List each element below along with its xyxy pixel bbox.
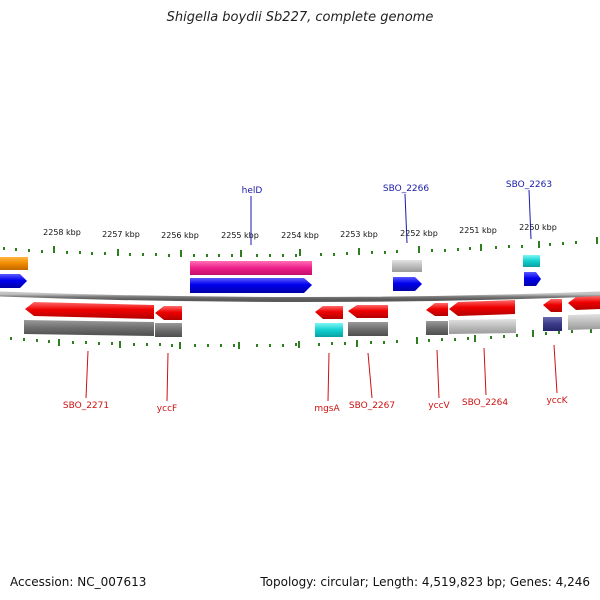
gene-red-feature-right[interactable]	[568, 296, 600, 310]
gene-label-SBO_2266[interactable]: SBO_2266	[383, 184, 429, 194]
gene-SBO_2267-red-feature[interactable]	[348, 305, 388, 318]
gene-yccK-red-feature[interactable]	[543, 299, 562, 312]
genome-backbone	[0, 291, 600, 302]
kbp-label: 2257 kbp	[102, 230, 140, 239]
gene-label-helD[interactable]: helD	[242, 186, 263, 196]
accession-text: Accession: NC_007613	[10, 575, 147, 589]
map-title: Shigella boydii Sb227, complete genome	[166, 10, 434, 25]
label-leader-line	[166, 352, 169, 402]
forward-features	[0, 255, 541, 293]
gene-label-SBO_2271[interactable]: SBO_2271	[63, 401, 109, 411]
outer-tick-marks	[3, 237, 598, 257]
gene-SBO_2267-gray-feature[interactable]	[348, 322, 388, 336]
label-leader-line	[483, 347, 487, 396]
gene-gray-feature-right[interactable]	[568, 314, 600, 330]
gene-yccF-red-feature[interactable]	[155, 306, 182, 320]
gene-yccV-red-feature[interactable]	[426, 303, 448, 316]
label-leader-line	[367, 352, 373, 399]
gene-helD-pink-feature[interactable]	[190, 261, 312, 275]
gene-orange-feature[interactable]	[0, 257, 28, 270]
kbp-label: 2253 kbp	[340, 230, 378, 239]
label-leader-line	[327, 352, 330, 402]
inner-tick-marks	[10, 326, 592, 349]
gene-SBO_2271-red-feature[interactable]	[25, 302, 154, 319]
gene-label-yccV[interactable]: yccV	[428, 401, 450, 411]
gene-label-SBO_2263[interactable]: SBO_2263	[506, 180, 552, 190]
reverse-features	[24, 296, 600, 337]
gene-SBO_2271-gray-feature[interactable]	[24, 320, 154, 336]
label-leader-line	[436, 349, 440, 399]
gene-yccK-navy-feature[interactable]	[543, 317, 562, 331]
gene-SBO_2266-blue-feature[interactable]	[393, 277, 422, 291]
reverse-gene-labels: SBO_2271 yccF mgsA SBO_2267 yccV SBO_226…	[63, 344, 569, 414]
genome-stats-text: Topology: circular; Length: 4,519,823 bp…	[260, 575, 590, 589]
kbp-label: 2254 kbp	[281, 231, 319, 240]
gene-SBO_2264-gray-feature[interactable]	[449, 319, 516, 334]
gene-helD-blue-feature[interactable]	[190, 278, 312, 293]
gene-blue-feature[interactable]	[0, 274, 27, 288]
kbp-label: 2250 kbp	[519, 223, 557, 232]
gene-SBO_2266-gray-feature[interactable]	[392, 260, 422, 272]
label-leader-line	[553, 344, 558, 394]
gene-mgsA-cyan-feature[interactable]	[315, 323, 343, 337]
gene-label-SBO_2264[interactable]: SBO_2264	[462, 398, 508, 408]
kbp-label: 2251 kbp	[459, 226, 497, 235]
label-leader-line	[85, 350, 89, 399]
gene-yccF-gray-feature[interactable]	[155, 323, 182, 337]
kbp-label: 2258 kbp	[43, 228, 81, 237]
forward-gene-labels: helD SBO_2266 SBO_2263	[242, 180, 552, 245]
gene-SBO_2264-red-feature[interactable]	[449, 300, 515, 316]
kbp-label: 2255 kbp	[221, 231, 259, 240]
gene-SBO_2263-blue-feature[interactable]	[524, 272, 541, 286]
kbp-label: 2252 kbp	[400, 229, 438, 238]
gene-SBO_2263-cyan-feature[interactable]	[523, 255, 540, 267]
gene-yccV-gray-feature[interactable]	[426, 321, 448, 335]
gene-label-SBO_2267[interactable]: SBO_2267	[349, 401, 395, 411]
label-leader-line	[404, 193, 408, 244]
kbp-label: 2256 kbp	[161, 231, 199, 240]
label-leader-line	[528, 189, 532, 240]
kbp-labels: 2258 kbp 2257 kbp 2256 kbp 2255 kbp 2254…	[43, 223, 557, 240]
gene-mgsA-red-feature[interactable]	[315, 306, 343, 319]
gene-label-yccK[interactable]: yccK	[546, 396, 568, 406]
gene-label-mgsA[interactable]: mgsA	[314, 404, 340, 414]
gene-label-yccF[interactable]: yccF	[157, 404, 177, 414]
